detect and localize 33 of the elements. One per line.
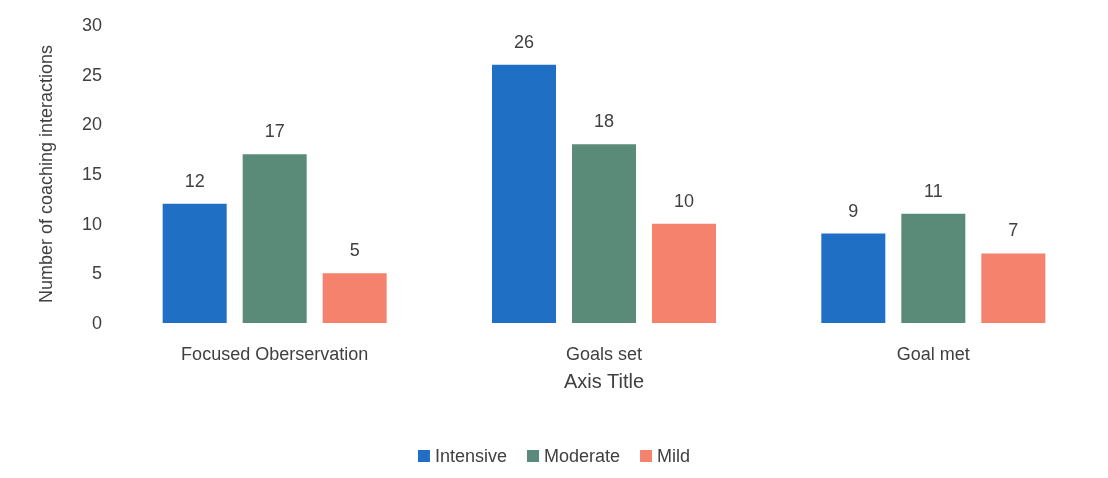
legend-label: Moderate [544, 446, 621, 466]
y-tick-label: 20 [81, 114, 102, 135]
y-tick-label: 30 [81, 15, 102, 35]
y-tick-label: 0 [91, 313, 102, 333]
x-axis-title: Axis Title [563, 370, 645, 392]
bar [821, 233, 886, 323]
bar [492, 64, 556, 323]
bar [322, 273, 387, 323]
data-label: 18 [593, 111, 615, 132]
bar [572, 144, 636, 323]
x-tick-label: Focused Oberservation [181, 344, 369, 364]
data-label: 26 [513, 31, 535, 52]
data-label: 5 [349, 240, 360, 261]
y-tick-label: 15 [81, 164, 102, 184]
y-tick-label: 25 [81, 64, 102, 85]
data-label: 7 [1008, 220, 1019, 241]
bar [242, 154, 307, 323]
data-label: 17 [264, 121, 285, 142]
y-axis-title: Number of coaching interactions [36, 44, 56, 304]
x-tick-label: Goals set [565, 344, 643, 364]
y-tick-label: 5 [91, 263, 102, 284]
bar [162, 203, 227, 323]
bar [981, 253, 1046, 323]
legend-label: Mild [657, 446, 691, 466]
data-label: 10 [673, 190, 695, 211]
bar [652, 223, 716, 323]
legend-label: Intensive [434, 446, 507, 466]
x-tick-label: Goal met [896, 344, 970, 364]
y-tick-label: 10 [81, 213, 102, 234]
bar [901, 213, 966, 323]
data-label: 9 [848, 200, 859, 221]
data-label: 11 [923, 180, 943, 201]
data-label: 12 [184, 170, 205, 191]
